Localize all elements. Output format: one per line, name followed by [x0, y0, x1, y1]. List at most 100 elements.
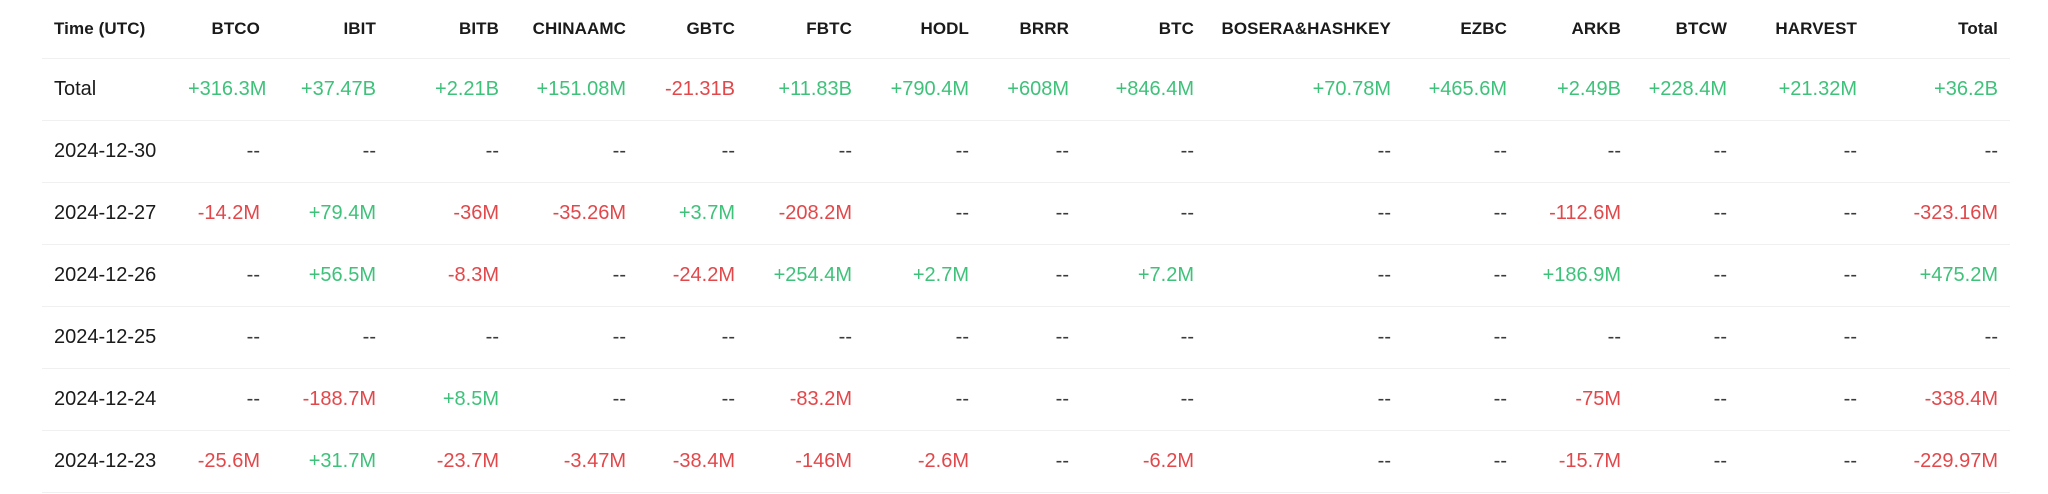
flow-cell: --	[981, 368, 1081, 431]
column-header-btcw[interactable]: BTCW	[1633, 0, 1739, 59]
flow-cell: +316.3M	[176, 58, 272, 121]
flow-cell: -8.3M	[388, 244, 511, 307]
flow-cell: --	[1633, 368, 1739, 431]
column-header-harvest[interactable]: HARVEST	[1739, 0, 1869, 59]
flow-cell: --	[981, 120, 1081, 183]
flow-cell: -25.6M	[176, 430, 272, 493]
flow-cell: --	[1206, 430, 1403, 493]
flow-cell: +186.9M	[1519, 244, 1633, 307]
column-header-arkb[interactable]: ARKB	[1519, 0, 1633, 59]
column-header-time-utc[interactable]: Time (UTC)	[42, 0, 176, 59]
table-row: 2024-12-24 -- -188.7M +8.5M -- -- -83.2M -- -- --…	[42, 368, 2010, 431]
flow-cell: +70.78M	[1206, 58, 1403, 121]
flow-cell: +2.7M	[864, 244, 981, 307]
flow-cell: --	[1206, 182, 1403, 245]
flow-cell: --	[1519, 306, 1633, 369]
flow-cell: +151.08M	[511, 58, 638, 121]
flow-cell: -24.2M	[638, 244, 747, 307]
flow-cell: --	[638, 120, 747, 183]
flow-cell: -38.4M	[638, 430, 747, 493]
flow-cell: --	[1206, 306, 1403, 369]
flow-cell: -2.6M	[864, 430, 981, 493]
column-header-gbtc[interactable]: GBTC	[638, 0, 747, 59]
flow-cell: --	[1403, 120, 1519, 183]
column-header-fbtc[interactable]: FBTC	[747, 0, 864, 59]
flow-cell: --	[176, 120, 272, 183]
flow-cell: --	[1633, 306, 1739, 369]
etf-flows-table: Time (UTC) BTCO IBIT BITB CHINAAMC GBTC FBTC HO…	[42, 0, 2010, 493]
table-row: 2024-12-26 -- +56.5M -8.3M -- -24.2M +254.4M +2…	[42, 244, 2010, 307]
flow-cell: --	[1081, 306, 1206, 369]
flow-cell: --	[511, 244, 638, 307]
flow-cell: --	[864, 182, 981, 245]
flow-cell: +2.49B	[1519, 58, 1633, 121]
flow-cell: +846.4M	[1081, 58, 1206, 121]
table-row: 2024-12-23 -25.6M +31.7M -23.7M -3.47M -38.4M…	[42, 430, 2010, 493]
column-header-chinaamc[interactable]: CHINAAMC	[511, 0, 638, 59]
flow-cell: --	[1081, 368, 1206, 431]
etf-flows-table-container: Time (UTC) BTCO IBIT BITB CHINAAMC GBTC FBTC HO…	[42, 0, 2010, 493]
flow-cell: -146M	[747, 430, 864, 493]
flow-cell: +8.5M	[388, 368, 511, 431]
row-label: 2024-12-27	[42, 182, 176, 245]
flow-cell: -229.97M	[1869, 430, 2010, 493]
flow-cell: --	[272, 120, 388, 183]
flow-cell: +79.4M	[272, 182, 388, 245]
flow-cell: --	[1633, 182, 1739, 245]
column-header-bitb[interactable]: BITB	[388, 0, 511, 59]
flow-cell: --	[864, 306, 981, 369]
flow-cell: +254.4M	[747, 244, 864, 307]
flow-cell: -23.7M	[388, 430, 511, 493]
flow-cell: --	[1739, 430, 1869, 493]
flow-cell: --	[511, 368, 638, 431]
flow-cell: +2.21B	[388, 58, 511, 121]
flow-cell: -112.6M	[1519, 182, 1633, 245]
table-row: 2024-12-25 -- -- -- -- -- -- -- -- -- -- -- -- -- -- --	[42, 306, 2010, 369]
flow-cell: +475.2M	[1869, 244, 2010, 307]
column-header-ibit[interactable]: IBIT	[272, 0, 388, 59]
flow-cell: -3.47M	[511, 430, 638, 493]
flow-cell: --	[1403, 430, 1519, 493]
column-header-ezbc[interactable]: EZBC	[1403, 0, 1519, 59]
flow-cell: +31.7M	[272, 430, 388, 493]
column-header-btco[interactable]: BTCO	[176, 0, 272, 59]
flow-cell: --	[1403, 306, 1519, 369]
flow-cell: +7.2M	[1081, 244, 1206, 307]
flow-cell: --	[1206, 120, 1403, 183]
header-row: Time (UTC) BTCO IBIT BITB CHINAAMC GBTC FBTC HO…	[42, 0, 2010, 59]
flow-cell: -188.7M	[272, 368, 388, 431]
flow-cell: --	[1403, 368, 1519, 431]
flow-cell: +465.6M	[1403, 58, 1519, 121]
flow-cell: --	[981, 430, 1081, 493]
column-header-hodl[interactable]: HODL	[864, 0, 981, 59]
row-label: Total	[42, 58, 176, 121]
flow-cell: --	[1739, 368, 1869, 431]
flow-cell: --	[1633, 120, 1739, 183]
flow-cell: -15.7M	[1519, 430, 1633, 493]
flow-cell: --	[638, 368, 747, 431]
flow-cell: --	[1869, 120, 2010, 183]
flow-cell: --	[1519, 120, 1633, 183]
flow-cell: --	[1739, 306, 1869, 369]
row-label: 2024-12-25	[42, 306, 176, 369]
flow-cell: --	[511, 306, 638, 369]
flow-cell: +790.4M	[864, 58, 981, 121]
table-header: Time (UTC) BTCO IBIT BITB CHINAAMC GBTC FBTC HO…	[42, 0, 2010, 59]
flow-cell: --	[1206, 368, 1403, 431]
flow-cell: -83.2M	[747, 368, 864, 431]
flow-cell: --	[1403, 182, 1519, 245]
flow-cell: --	[981, 244, 1081, 307]
column-header-brrr[interactable]: BRRR	[981, 0, 1081, 59]
flow-cell: --	[1739, 182, 1869, 245]
flow-cell: --	[511, 120, 638, 183]
flow-cell: -14.2M	[176, 182, 272, 245]
column-header-total[interactable]: Total	[1869, 0, 2010, 59]
flow-cell: +228.4M	[1633, 58, 1739, 121]
column-header-btc[interactable]: BTC	[1081, 0, 1206, 59]
flow-cell: -338.4M	[1869, 368, 2010, 431]
flow-cell: --	[176, 244, 272, 307]
flow-cell: --	[638, 306, 747, 369]
column-header-bosera-hashkey[interactable]: BOSERA&HASHKEY	[1206, 0, 1403, 59]
flow-cell: +11.83B	[747, 58, 864, 121]
flow-cell: +3.7M	[638, 182, 747, 245]
